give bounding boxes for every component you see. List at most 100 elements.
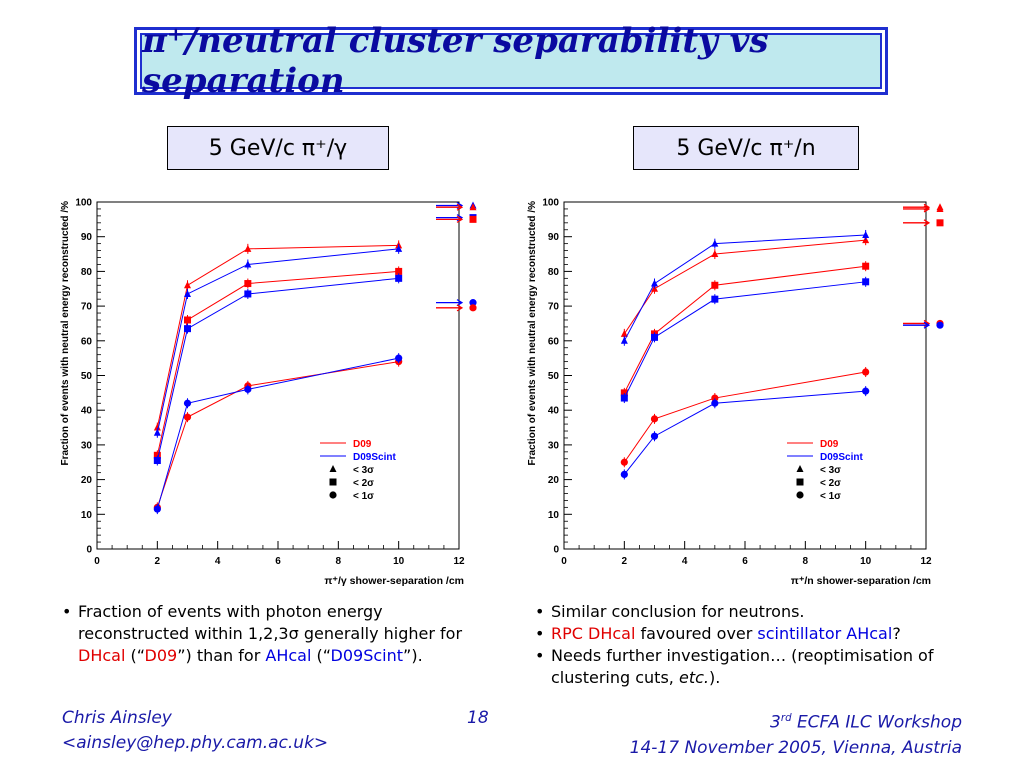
x-tick-label: 0: [561, 556, 567, 567]
legend-label-d09scint: D09Scint: [353, 452, 396, 463]
legend-label-sigma: < 3σ: [353, 465, 374, 476]
series-line: [623, 371, 866, 463]
author-email: <ainsley@hep.phy.cam.ac.uk>: [62, 733, 329, 753]
series-line: [156, 270, 399, 456]
footer-author: Chris Ainsley <ainsley@hep.phy.cam.ac.uk…: [62, 706, 328, 756]
legend-label-sigma: < 1σ: [353, 491, 374, 502]
x-tick-label: 2: [622, 556, 628, 567]
right-bullet-3: Needs further investigation… (reoptimisa…: [531, 645, 991, 689]
asymptote-arrow-head: [923, 205, 931, 213]
x-tick-label: 4: [215, 556, 221, 567]
legend-marker: [329, 491, 337, 499]
legend-label-d09: D09: [820, 439, 839, 450]
data-point: [711, 239, 719, 247]
y-tick-label: 30: [548, 440, 560, 451]
y-axis-label: Fraction of events with neutral energy r…: [527, 201, 538, 466]
data-point: [711, 394, 719, 402]
data-point: [651, 279, 658, 287]
series-line: [623, 281, 866, 399]
x-tick-label: 0: [94, 556, 100, 567]
left-bullets: Fraction of events with photon energy re…: [58, 601, 478, 667]
data-point: [183, 399, 192, 407]
data-point: [153, 451, 161, 459]
left-chart: 0 10 20 30 40 50 60 70 80 90 100 0 2 4 6 8 10 12 π⁺/γ show…: [60, 198, 477, 587]
y-tick-label: 20: [81, 475, 93, 486]
data-point: [620, 336, 628, 344]
series-line: [623, 234, 866, 342]
data-point: [651, 333, 658, 341]
data-point: [244, 290, 252, 298]
asymptote-arrow-head: [456, 299, 464, 307]
data-point: [862, 387, 870, 395]
data-point: [395, 274, 403, 282]
x-tick-label: 10: [393, 556, 405, 567]
data-point: [620, 389, 628, 397]
y-tick-label: 40: [81, 406, 93, 417]
data-point: [395, 354, 403, 362]
data-point: [650, 432, 659, 440]
data-point: [153, 428, 161, 436]
title-box: π⁺/neutral cluster separability vs separ…: [134, 21, 888, 101]
y-tick-label: 50: [81, 371, 93, 382]
legend-label-sigma: < 1σ: [820, 491, 841, 502]
data-point: [711, 295, 719, 303]
data-point: [395, 267, 403, 275]
asymptote-marker: [469, 203, 477, 211]
y-tick-label: 90: [81, 232, 93, 243]
data-point: [153, 505, 161, 513]
x-axis-label: π⁺/n shower-separation /cm: [791, 575, 931, 587]
data-point: [153, 423, 161, 431]
data-point: [153, 457, 161, 465]
data-point: [244, 280, 252, 288]
y-tick-label: 90: [548, 232, 560, 243]
legend-marker: [796, 465, 804, 472]
asymptote-marker: [936, 204, 944, 212]
asymptote-arrow-head: [456, 203, 464, 211]
y-tick-label: 10: [548, 510, 560, 521]
right-chart: 0 10 20 30 40 50 60 70 80 90 100 0 2 4 6 8 10 12 π⁺/n show…: [527, 198, 944, 587]
data-point: [184, 281, 191, 289]
data-point: [620, 329, 628, 337]
y-tick-label: 60: [81, 336, 93, 347]
legend-marker: [329, 478, 337, 486]
y-tick-label: 20: [548, 475, 560, 486]
x-axis-label: π⁺/γ shower-separation /cm: [324, 575, 464, 587]
asymptote-marker: [469, 299, 477, 307]
asymptote-arrow-head: [456, 304, 464, 312]
plot-frame: [96, 201, 460, 550]
slide-number: 18: [467, 708, 489, 728]
y-tick-label: 80: [81, 267, 93, 278]
data-point: [244, 260, 252, 268]
data-point: [395, 244, 403, 252]
series-line: [156, 244, 399, 428]
workshop-dates: 14-17 November 2005, Vienna, Austria: [629, 737, 962, 758]
y-tick-label: 0: [553, 545, 559, 556]
x-tick-label: 2: [155, 556, 161, 567]
series-line: [623, 265, 866, 394]
asymptote-marker: [936, 321, 944, 329]
data-point: [862, 368, 870, 376]
x-tick-label: 6: [275, 556, 281, 567]
data-point: [862, 262, 870, 270]
slide-title: π⁺/neutral cluster separability vs separ…: [140, 21, 882, 101]
legend-label-d09scint: D09Scint: [820, 452, 863, 463]
data-point: [711, 281, 719, 289]
x-tick-label: 4: [682, 556, 688, 567]
x-tick-label: 8: [336, 556, 342, 567]
data-point: [184, 316, 191, 324]
asymptote-marker: [469, 304, 477, 312]
right-bullet-2: RPC DHcal favoured over scintillator AHc…: [531, 623, 991, 645]
asymptote-arrow-head: [456, 215, 464, 223]
y-tick-label: 70: [81, 302, 93, 313]
y-tick-label: 50: [548, 371, 560, 382]
asymptote-arrow-head: [923, 219, 931, 227]
data-point: [711, 250, 719, 258]
y-axis-label: Fraction of events with neutral energy r…: [60, 201, 71, 466]
x-tick-label: 8: [803, 556, 809, 567]
left-panel-label: 5 GeV/c π⁺/γ: [167, 126, 389, 170]
data-point: [184, 289, 191, 297]
legend-label-sigma: < 3σ: [820, 465, 841, 476]
data-point: [244, 385, 252, 393]
y-tick-label: 60: [548, 336, 560, 347]
y-tick-label: 100: [542, 198, 559, 209]
